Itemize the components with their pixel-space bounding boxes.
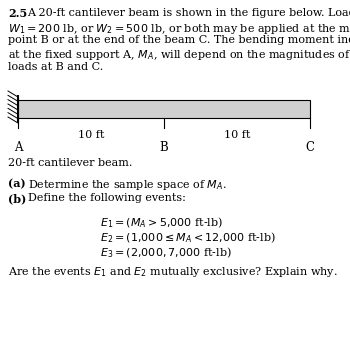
Text: loads at B and C.: loads at B and C.	[8, 62, 103, 72]
Text: $E_2 = (1{,}000 \leq M_A < 12{,}000$ ft-lb): $E_2 = (1{,}000 \leq M_A < 12{,}000$ ft-…	[100, 230, 276, 245]
Text: Determine the sample space of $M_A$.: Determine the sample space of $M_A$.	[28, 178, 226, 192]
Text: A: A	[14, 141, 22, 154]
Text: $E_3 = (2{,}000, 7{,}000$ ft-lb): $E_3 = (2{,}000, 7{,}000$ ft-lb)	[100, 245, 232, 260]
Text: 10 ft: 10 ft	[224, 130, 250, 140]
Text: 20-ft cantilever beam.: 20-ft cantilever beam.	[8, 158, 132, 168]
Text: (a): (a)	[8, 178, 26, 189]
Text: 2.5: 2.5	[8, 8, 27, 19]
Text: $E_1 = (M_A > 5{,}000$ ft-lb): $E_1 = (M_A > 5{,}000$ ft-lb)	[100, 215, 223, 230]
Text: (b): (b)	[8, 193, 26, 204]
Bar	[18, 100, 310, 118]
Text: at the fixed support A, $M_A$, will depend on the magnitudes of the: at the fixed support A, $M_A$, will depe…	[8, 49, 350, 62]
Text: point B or at the end of the beam C. The bending moment induced: point B or at the end of the beam C. The…	[8, 35, 350, 45]
Text: C: C	[306, 141, 315, 154]
Text: 10 ft: 10 ft	[78, 130, 104, 140]
Text: Are the events $E_1$ and $E_2$ mutually exclusive? Explain why.: Are the events $E_1$ and $E_2$ mutually …	[8, 265, 337, 279]
Text: B: B	[160, 141, 168, 154]
Text: Define the following events:: Define the following events:	[28, 193, 186, 203]
Text: $W_1 = 200$ lb, or $W_2 = 500$ lb, or both may be applied at the mid-: $W_1 = 200$ lb, or $W_2 = 500$ lb, or bo…	[8, 21, 350, 35]
Text: A 20-ft cantilever beam is shown in the figure below. Load: A 20-ft cantilever beam is shown in the …	[27, 8, 350, 18]
